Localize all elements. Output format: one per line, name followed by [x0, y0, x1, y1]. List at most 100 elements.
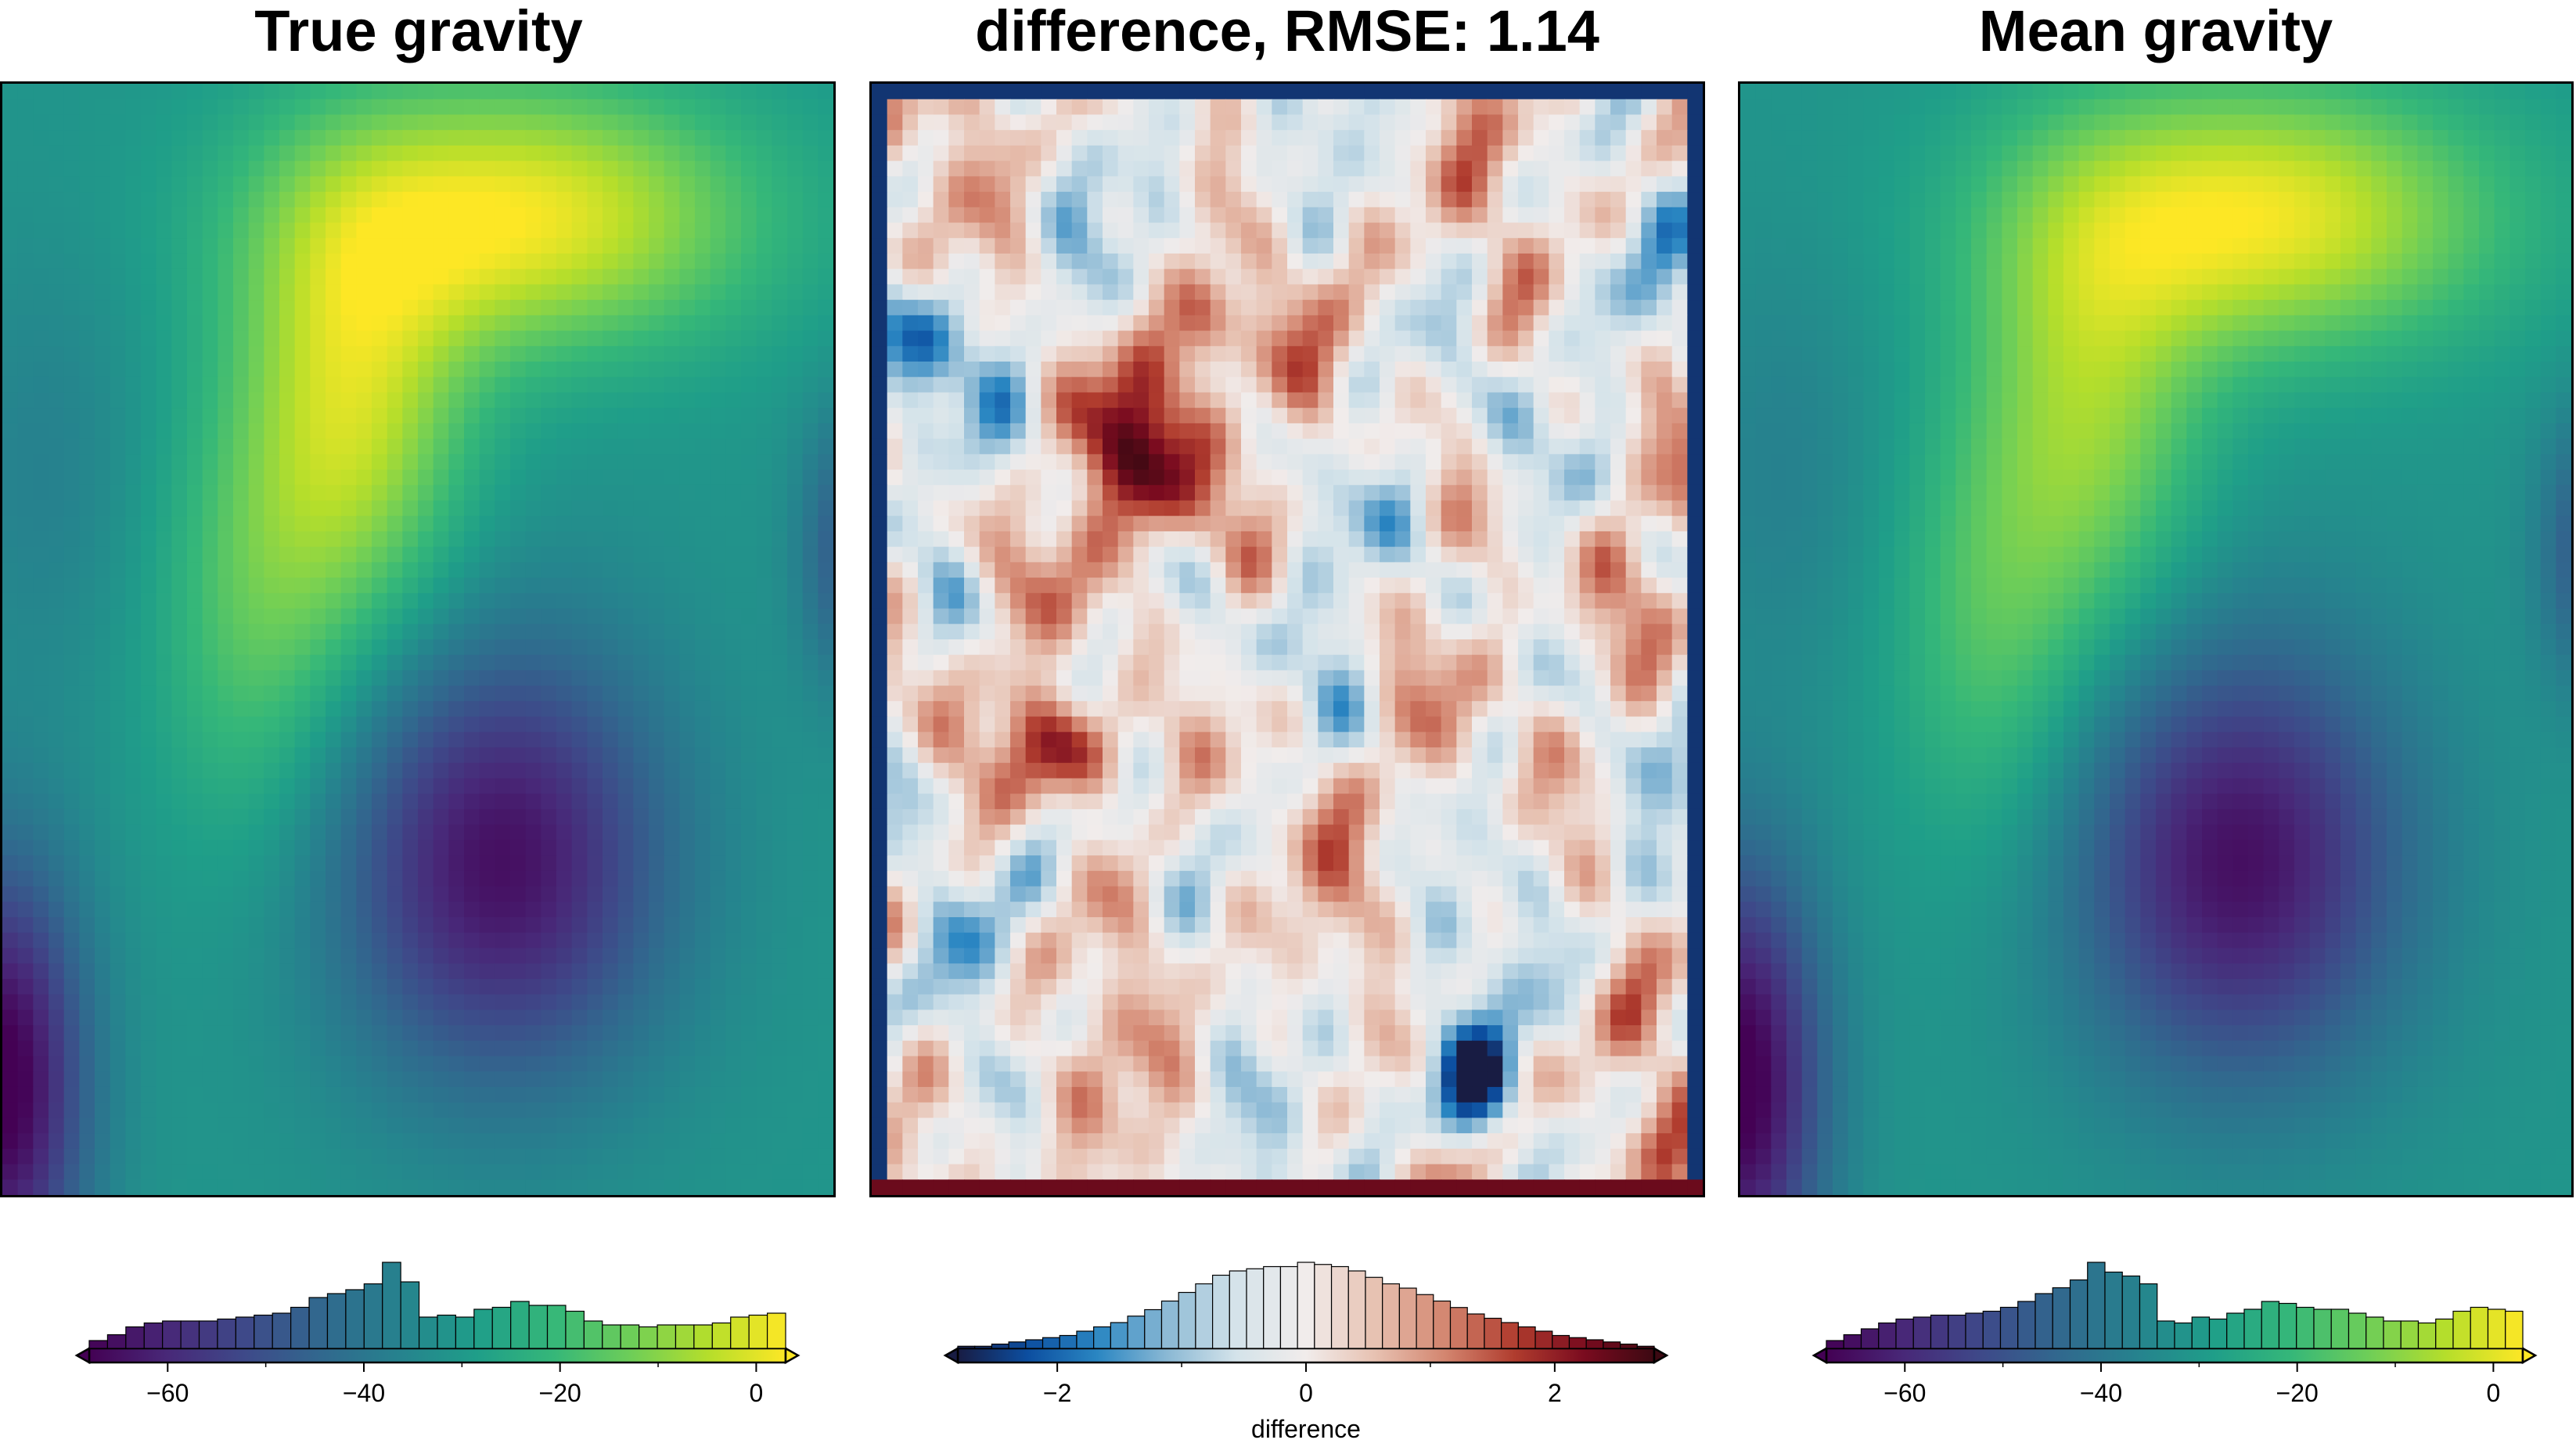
heatmap-cell — [679, 130, 696, 146]
heatmap-cell — [464, 716, 480, 732]
heatmap-cell — [1117, 238, 1134, 254]
heatmap-cell — [571, 145, 588, 162]
heatmap-cell — [495, 824, 511, 840]
heatmap-cell — [1410, 176, 1427, 193]
heatmap-cell — [387, 716, 403, 732]
heatmap-cell — [464, 500, 480, 517]
heatmap-cell — [1426, 300, 1442, 316]
heatmap-cell — [1625, 253, 1642, 270]
heatmap-cell — [202, 392, 218, 409]
heatmap-cell — [679, 994, 696, 1010]
heatmap-cell — [356, 268, 372, 285]
heatmap-cell — [326, 902, 342, 918]
heatmap-cell — [787, 423, 804, 440]
heatmap-cell — [448, 978, 465, 995]
heatmap-cell — [156, 1010, 172, 1026]
heatmap-cell — [156, 608, 172, 625]
heatmap-cell — [725, 1056, 742, 1072]
heatmap-cell — [1364, 207, 1380, 224]
heatmap-cell — [279, 1179, 296, 1195]
heatmap-cell — [872, 315, 888, 332]
heatmap-cell — [710, 1025, 726, 1042]
heatmap-cell — [218, 1102, 234, 1118]
heatmap-cell — [887, 238, 903, 254]
heatmap-cell — [1549, 192, 1565, 208]
heatmap-cell — [1041, 362, 1057, 378]
heatmap-cell — [248, 732, 264, 748]
heatmap-cell — [741, 531, 757, 548]
heatmap-cell — [233, 886, 250, 902]
heatmap-cell — [495, 1010, 511, 1026]
heatmap-cell — [79, 531, 95, 548]
heatmap-cell — [541, 438, 557, 455]
heatmap-cell — [571, 284, 588, 301]
heatmap-cell — [1472, 346, 1488, 362]
heatmap-cell — [125, 470, 142, 486]
heatmap-cell — [310, 114, 326, 131]
heatmap-cell — [741, 902, 757, 918]
heatmap-cell — [525, 840, 541, 856]
heatmap-cell — [356, 670, 372, 686]
heatmap-cell — [218, 778, 234, 794]
heatmap-cell — [2, 870, 19, 887]
heatmap-cell — [171, 624, 188, 640]
heatmap-cell — [63, 1025, 80, 1042]
heatmap-cell — [33, 454, 49, 470]
heatmap-cell — [202, 592, 218, 610]
heatmap-cell — [725, 670, 742, 686]
heatmap-cell — [187, 408, 203, 424]
heatmap-cell — [587, 470, 603, 486]
heatmap-cell — [433, 346, 449, 362]
heatmap-cell — [1426, 362, 1442, 378]
heatmap-cell — [603, 376, 619, 394]
heatmap-cell — [1195, 222, 1211, 239]
heatmap-cell — [418, 1040, 434, 1057]
heatmap-cell — [2, 99, 19, 116]
heatmap-cell — [2, 1102, 19, 1118]
heatmap-cell — [79, 253, 95, 270]
heatmap-cell — [110, 855, 126, 872]
heatmap-cell — [741, 1086, 757, 1103]
heatmap-cell — [1456, 192, 1473, 208]
heatmap-cell — [294, 238, 311, 254]
heatmap-cell — [741, 546, 757, 563]
heatmap-cell — [202, 300, 218, 316]
heatmap-cell — [495, 346, 511, 362]
heatmap-cell — [495, 408, 511, 424]
heatmap-cell — [141, 624, 157, 640]
heatmap-cell — [49, 470, 65, 486]
heatmap-cell — [340, 408, 357, 424]
heatmap-cell — [1595, 160, 1611, 177]
heatmap-cell — [1010, 362, 1027, 378]
heatmap-cell — [387, 253, 403, 270]
heatmap-cell — [356, 1118, 372, 1134]
heatmap-cell — [1149, 99, 1165, 116]
heatmap-cell — [171, 670, 188, 686]
heatmap-cell — [1195, 376, 1211, 394]
heatmap-cell — [340, 978, 357, 995]
heatmap-cell — [1272, 238, 1288, 254]
heatmap-cell — [310, 592, 326, 610]
heatmap-cell — [1579, 315, 1596, 332]
heatmap-cell — [603, 253, 619, 270]
heatmap-cell — [1256, 176, 1272, 193]
heatmap-cell — [2, 500, 19, 517]
heatmap-cell — [741, 700, 757, 718]
heatmap-cell — [294, 438, 311, 455]
heatmap-cell — [741, 870, 757, 887]
heatmap-cell — [617, 484, 634, 502]
heatmap-cell — [603, 222, 619, 239]
heatmap-cell — [1348, 253, 1365, 270]
heatmap-cell — [772, 546, 788, 563]
heatmap-cell — [741, 886, 757, 902]
heatmap-cell — [787, 470, 804, 486]
heatmap-cell — [510, 778, 527, 794]
heatmap-cell — [340, 362, 357, 378]
heatmap-cell — [571, 253, 588, 270]
heatmap-cell — [603, 578, 619, 594]
heatmap-cell — [248, 886, 264, 902]
heatmap-cell — [1549, 176, 1565, 193]
heatmap-cell — [787, 592, 804, 610]
heatmap-cell — [402, 1025, 419, 1042]
heatmap-cell — [464, 686, 480, 702]
